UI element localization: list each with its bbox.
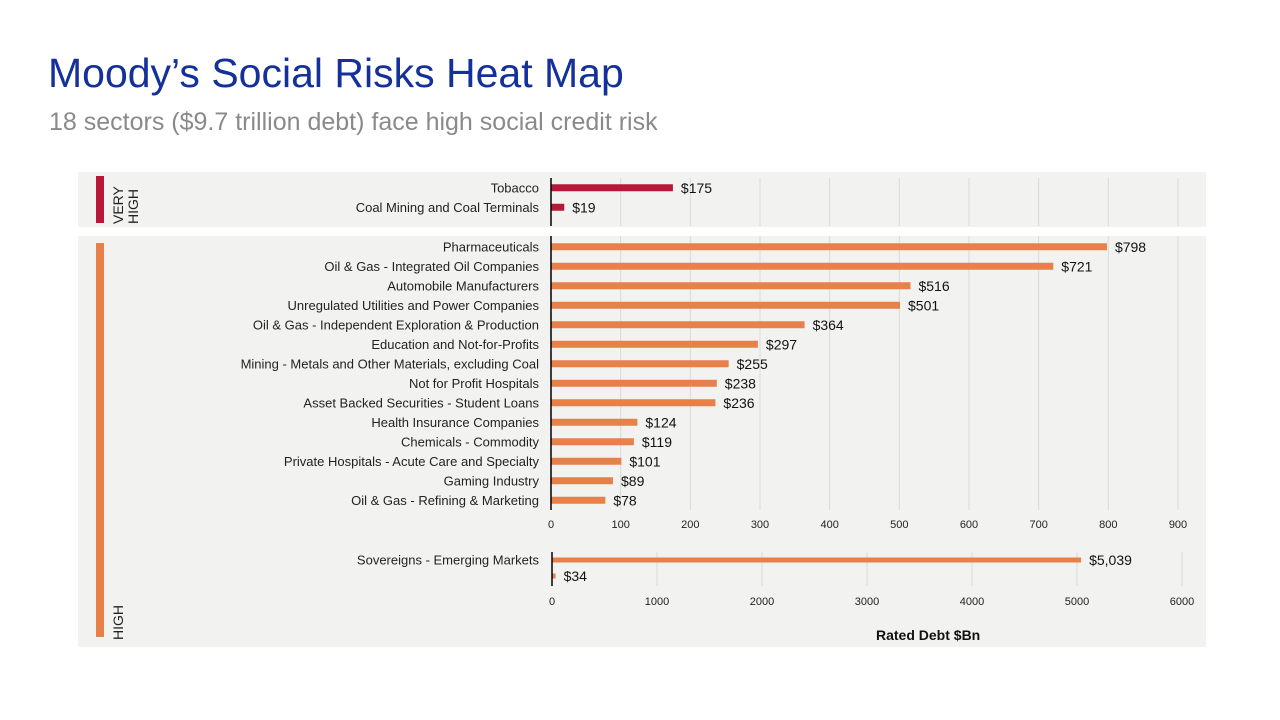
- x-tick-label: 1000: [645, 596, 669, 608]
- bar: [551, 282, 911, 290]
- data-label: $5,039: [1089, 552, 1132, 568]
- x-axis-title: Rated Debt $Bn: [876, 627, 981, 643]
- data-label: $238: [725, 375, 756, 391]
- bar: [551, 360, 729, 368]
- x-tick-label: 4000: [960, 596, 984, 608]
- x-tick-label: 800: [1099, 519, 1117, 531]
- x-tick-label: 600: [960, 519, 978, 531]
- data-label: $78: [613, 492, 637, 508]
- x-tick-label: 700: [1029, 519, 1047, 531]
- bar: [551, 321, 805, 329]
- x-tick-label: 5000: [1065, 596, 1089, 608]
- category-label: Health Insurance Companies: [371, 415, 539, 430]
- bar: [551, 340, 758, 348]
- data-label: $501: [908, 297, 939, 313]
- x-tick-label: 300: [751, 519, 769, 531]
- page-title: Moody’s Social Risks Heat Map: [48, 50, 624, 96]
- data-label: $516: [918, 278, 949, 294]
- x-tick-label: 0: [549, 596, 555, 608]
- category-label: Oil & Gas - Refining & Marketing: [351, 493, 539, 508]
- x-tick-label: 200: [681, 519, 699, 531]
- bar: [552, 573, 556, 579]
- category-label: Not for Profit Hospitals: [409, 376, 540, 391]
- data-label: $721: [1061, 258, 1092, 274]
- very-high-tier-panel: [78, 172, 1206, 227]
- category-label: Asset Backed Securities - Student Loans: [303, 395, 539, 410]
- category-label: Sovereigns - Emerging Markets: [357, 553, 540, 568]
- data-label: $364: [813, 317, 844, 333]
- category-label: Automobile Manufacturers: [387, 278, 539, 293]
- bar: [551, 457, 622, 465]
- bar: [551, 184, 673, 192]
- data-label: $798: [1115, 239, 1146, 255]
- x-tick-label: 0: [548, 519, 554, 531]
- bar: [551, 262, 1054, 270]
- bar: [551, 379, 717, 387]
- category-label: Gaming Industry: [444, 473, 540, 488]
- x-tick-label: 100: [611, 519, 629, 531]
- category-label: Coal Mining and Coal Terminals: [356, 200, 540, 215]
- data-label: $175: [681, 180, 712, 196]
- data-label: $89: [621, 473, 645, 489]
- category-label: Chemicals - Commodity: [401, 434, 539, 449]
- high-tier-strip: [96, 243, 104, 637]
- data-label: $101: [629, 453, 660, 469]
- data-label: $34: [564, 568, 588, 584]
- bar: [551, 203, 565, 211]
- category-label: Private Hospitals - Acute Care and Speci…: [284, 454, 540, 469]
- data-label: $255: [737, 356, 768, 372]
- category-label: Education and Not-for-Profits: [371, 337, 539, 352]
- x-tick-label: 6000: [1170, 596, 1194, 608]
- data-label: $124: [645, 414, 676, 430]
- bar: [551, 496, 606, 504]
- category-label: Pharmaceuticals: [443, 239, 540, 254]
- very-high-tier-strip: [96, 176, 104, 223]
- data-label: $236: [723, 395, 754, 411]
- bar: [551, 243, 1107, 251]
- data-label: $19: [572, 199, 596, 215]
- x-tick-label: 3000: [855, 596, 879, 608]
- category-label: Unregulated Utilities and Power Companie…: [288, 298, 540, 313]
- bar: [551, 418, 638, 426]
- bar: [551, 477, 614, 485]
- bar: [551, 399, 716, 407]
- category-label: Mining - Metals and Other Materials, exc…: [241, 356, 540, 371]
- category-label: Oil & Gas - Integrated Oil Companies: [324, 259, 539, 274]
- x-tick-label: 2000: [750, 596, 774, 608]
- bar: [552, 557, 1082, 563]
- category-label: Oil & Gas - Independent Exploration & Pr…: [253, 317, 539, 332]
- data-label: $119: [642, 434, 672, 450]
- x-tick-label: 900: [1169, 519, 1187, 531]
- x-tick-label: 500: [890, 519, 908, 531]
- data-label: $297: [766, 336, 797, 352]
- category-label: Tobacco: [491, 180, 539, 195]
- page-subtitle: 18 sectors ($9.7 trillion debt) face hig…: [49, 108, 658, 136]
- bar: [551, 438, 634, 446]
- x-tick-label: 400: [820, 519, 838, 531]
- bar: [551, 301, 901, 309]
